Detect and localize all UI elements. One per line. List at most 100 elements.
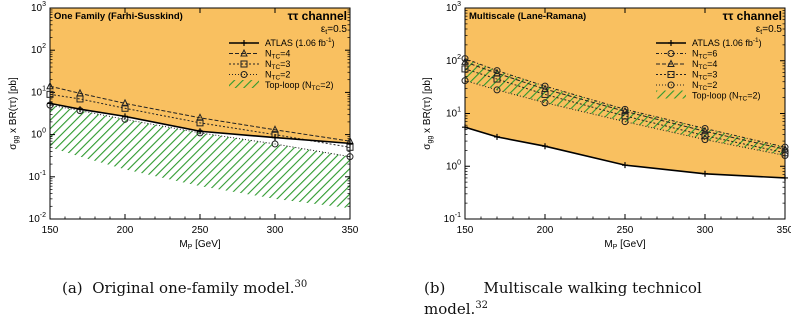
chart-b-x-tick-label: 300 [697,225,714,236]
chart-b-legend-series-label: NTC=6 [692,49,717,61]
chart-b-legend-series-label: NTC=2 [692,80,717,92]
chart-a-x-tick-label: 200 [117,225,134,236]
chart-b-channel-label: ττ channel [723,9,782,23]
caption-b-line1: Multiscale walking technicol [483,279,702,297]
chart-b-epsilon-label: εt=0.5 [756,24,783,36]
caption-a: (a) Original one-family model.30 [62,278,307,299]
caption-a-prefix: (a) [62,279,83,297]
chart-b-y-tick-label: 102 [446,54,461,67]
chart-b-legend-band-label: Top-loop (NTC=2) [692,91,760,103]
chart-b-series-line-1 [465,61,785,150]
chart-b-series-3-point [781,151,789,159]
chart-a-channel-label: ττ channel [288,9,347,23]
chart-a-legend-series-label: NTC=4 [265,49,290,61]
chart-a-y-tick-label: 103 [31,1,46,14]
chart-b-series-1-point [621,106,629,115]
chart-one-family: 150 200 250 300 350 10-2 10-1 100 101 102 103 One F… [8,1,359,251]
chart-a-x-tick-label: 150 [42,225,59,236]
chart-a-legend-series-label: NTC=3 [265,59,290,71]
chart-a-atlas-point [47,100,53,107]
chart-b-series-line-2 [465,68,785,154]
chart-a-atlas-point [122,113,128,120]
chart-multiscale: 150 200 250 300 350 10-1 100 101 102 103 Multiscal… [422,1,791,251]
chart-a-y-axis-label: σgg x BR(ττ) [pb] [8,77,20,150]
chart-b-series-3-point [461,77,469,85]
chart-b-x-tick-label: 150 [457,225,474,236]
chart-b-legend-atlas-label: ATLAS (1.06 fb-1) [692,37,762,48]
chart-b-atlas-point [782,174,788,181]
chart-b-x-tick-label: 200 [537,225,554,236]
chart-a-series-line-0 [50,85,350,142]
chart-a-series-2-point [271,140,279,148]
chart-a-atlas-point [272,134,278,141]
chart-b-series-1-point [461,57,469,65]
chart-a-legend-band-swatch [229,80,259,88]
caption-a-ref: 30 [294,279,308,290]
chart-a-top-loop-band [50,105,350,209]
chart-b-title: Multiscale (Lane-Ramana) [469,11,586,22]
chart-b-series-line-3 [465,80,785,156]
chart-b-y-tick-label: 101 [446,107,461,120]
chart-a-x-tick-label: 350 [342,225,359,236]
chart-a-series-0-point [271,125,279,133]
chart-a-atlas-point [347,140,353,147]
chart-a-series-line-2 [50,104,350,158]
chart-a-y-tick-label: 101 [31,85,46,98]
chart-b-series-3-point [701,136,709,144]
chart-b-atlas-point [622,162,628,169]
chart-b-legend-series-marker [667,50,675,57]
chart-b-legend-series-label: NTC=4 [692,59,717,71]
chart-b-atlas-line [464,126,786,179]
chart-b-series-2-point [701,132,709,140]
chart-b-series-3-point [541,99,549,107]
chart-a-series-1-point [196,119,204,127]
chart-a-legend-atlas-marker [241,40,247,46]
chart-a-title: One Family (Farhi-Susskind) [54,11,183,22]
chart-a-legend-series-marker [240,71,248,78]
caption-b-ref: 32 [475,300,489,311]
chart-a-series-0-point [121,98,129,107]
chart-b-legend-series-marker [667,59,675,67]
chart-a-series-0-point [46,81,54,90]
chart-a-series-1-point [121,104,129,112]
chart-b-series-1-point [701,126,709,135]
caption-a-text: Original one-family model. [92,279,295,297]
chart-b-y-tick-label: 100 [446,159,461,172]
chart-b-series-2-point [781,149,789,157]
chart-b-y-tick-label: 103 [446,1,461,14]
chart-a-y-tick-label: 100 [31,128,46,141]
chart-b-legend-series-marker [667,81,675,89]
chart-b-series-2-point [493,75,501,83]
caption-b: (b) Multiscale walking technicol model.3… [424,278,791,320]
chart-b-series-3-point [493,86,501,94]
chart-a-legend-band-label: Top-loop (NTC=2) [265,80,333,92]
chart-b-legend-band-swatch [656,90,686,99]
chart-a-y-tick-label: 102 [31,43,46,56]
chart-a-atlas-line [49,102,351,145]
caption-b-line2: model. [424,300,476,318]
chart-a-atlas-point [197,128,203,135]
chart-b-x-tick-label: 350 [777,225,791,236]
chart-a-legend-series-marker [240,48,248,57]
chart-a-series-2-point [346,153,354,161]
chart-a-epsilon-label: εt=0.5 [321,24,348,36]
chart-b-legend-atlas-marker [668,40,674,46]
chart-b-legend-series-marker [667,71,675,78]
chart-b-atlas-point [702,170,708,177]
chart-b-series-2-point [541,90,549,98]
chart-b-legend-series-label: NTC=3 [692,70,717,82]
chart-a-series-1-point [76,95,84,103]
chart-a-series-line-1 [50,93,350,148]
chart-a-y-tick-label: 10-1 [29,170,46,183]
chart-a-x-tick-label: 300 [267,225,284,236]
chart-b-series-0-point [461,55,469,63]
chart-b-y-axis-label: σgg x BR(ττ) [pb] [422,77,434,150]
chart-a-y-tick-label: 10-2 [29,212,46,225]
chart-b-atlas-point [494,133,500,140]
chart-b-series-0-point [493,67,501,75]
chart-b-series-0-point [621,105,629,113]
caption-b-prefix: (b) [424,279,446,297]
chart-b-series-1-point [781,144,789,153]
chart-b-series-2-point [461,65,469,73]
chart-a-legend-series-label: NTC=2 [265,70,290,82]
